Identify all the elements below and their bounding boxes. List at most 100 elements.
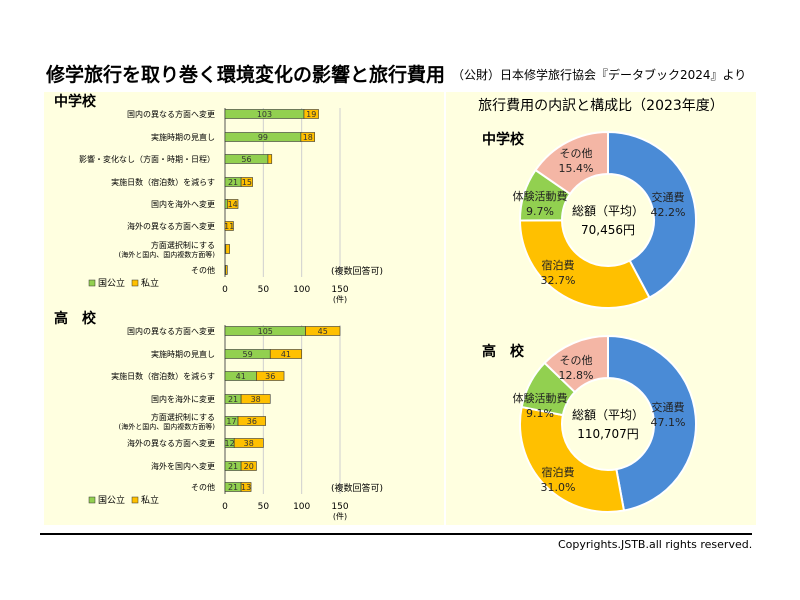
category-label: 実施日数（宿泊数）を減らす [111, 371, 215, 381]
slice-category-label: その他 [560, 354, 593, 367]
x-axis-unit: (件) [333, 294, 347, 304]
category-label: 国内を海外に変更 [151, 394, 215, 404]
slice-percent-label: 12.8% [559, 369, 594, 382]
slice-category-label: 宿泊費 [542, 465, 575, 479]
donut-chart-title: 中学校 [482, 131, 525, 148]
bar-chart-title: 中学校 [54, 93, 97, 110]
data-label-private: 18 [303, 133, 313, 142]
note-multiple-answers: (複数回答可) [331, 482, 383, 494]
slice-category-label: その他 [560, 147, 593, 160]
note-multiple-answers: (複数回答可) [331, 265, 383, 277]
slice-percent-label: 42.2% [651, 206, 686, 219]
bar-private [224, 221, 234, 231]
category-label: 影響・変化なし（方面・時期・日程） [79, 154, 215, 164]
data-label-private: 19 [306, 110, 316, 119]
legend-label-national-public: 国公立 [98, 277, 125, 289]
legend-label-private: 私立 [141, 494, 159, 506]
legend-label-national-public: 国公立 [98, 494, 125, 506]
x-tick-label: 50 [258, 502, 270, 512]
slice-category-label: 体験活動費 [513, 391, 568, 405]
category-label: 実施時期の見直し [151, 132, 215, 142]
data-label-national-public: 56 [241, 155, 251, 164]
data-label-private: 11 [224, 222, 234, 231]
category-label: その他 [191, 265, 215, 275]
data-label-private: 41 [281, 350, 291, 359]
legend-swatch-national-public [88, 496, 96, 504]
bar-private [240, 177, 253, 187]
data-label-national-public: 21 [228, 483, 238, 492]
data-label-private: 15 [242, 178, 252, 187]
donut-slice [518, 219, 651, 309]
category-label: 国内の異なる方面へ変更 [127, 109, 215, 119]
legend-swatch-private [131, 279, 139, 287]
footer-rule [40, 533, 752, 535]
x-tick-label: 0 [222, 285, 228, 295]
data-label-private: 38 [244, 439, 254, 448]
slice-percent-label: 47.1% [651, 416, 686, 429]
pie-charts-panel: 旅行費用の内訳と構成比（2023年度） 中学校 交通費 42.2% 宿泊費 32.7% 体験… [446, 92, 756, 525]
category-label: 海外の異なる方面へ変更 [127, 221, 215, 231]
category-label: 国内を海外へ変更 [151, 199, 215, 209]
bar-private [240, 482, 252, 492]
category-label: 実施日数（宿泊数）を減らす [111, 177, 215, 187]
source-note: （公財）日本修学旅行協会『データブック2024』より [452, 68, 747, 82]
donut-center-label: 総額（平均） [572, 408, 644, 422]
bar-chart-0: 中学校 0 50 100 150(件) (複数回答可) 国内の異なる方面へ変更 103 19 実施… [54, 93, 383, 304]
bar-private [225, 265, 228, 275]
x-tick-label: 150 [331, 285, 348, 295]
data-label-private: 13 [241, 483, 251, 492]
category-label: 方面選択制にする(海外と国内、国内複数方面等) [119, 412, 216, 431]
bar-private [233, 438, 264, 448]
legend-swatch-private [131, 496, 139, 504]
donut-center-value: 70,456円 [581, 223, 635, 237]
bar-private [240, 461, 257, 471]
category-label: 海外を国内へ変更 [151, 461, 215, 471]
category-label: その他 [191, 482, 215, 492]
data-label-private: 14 [228, 200, 238, 209]
donut-center-value: 110,707円 [577, 427, 639, 441]
donut-slice [519, 405, 626, 513]
donut-slice [607, 130, 697, 299]
donut-slice [607, 334, 697, 512]
bar-private [227, 199, 239, 209]
data-label-national-public: 21 [228, 395, 238, 404]
data-label-private: 45 [318, 327, 328, 336]
slice-percent-label: 31.0% [541, 481, 576, 494]
data-label-private: 36 [247, 417, 257, 426]
bar-private [303, 109, 319, 119]
data-label-national-public: 59 [243, 350, 253, 359]
slice-category-label: 交通費 [652, 190, 685, 204]
x-axis-unit: (件) [333, 511, 347, 521]
bar-chart-1: 高 校 0 50 100 150(件) (複数回答可) 国内の異なる方面へ変更 105 45 実施… [54, 310, 383, 521]
x-tick-label: 50 [258, 285, 270, 295]
data-label-private: 38 [251, 395, 261, 404]
x-tick-label: 150 [331, 502, 348, 512]
x-tick-label: 100 [293, 502, 310, 512]
donut-slice [543, 334, 609, 394]
bar-private [269, 349, 302, 359]
data-label-private: 20 [244, 462, 254, 471]
bar-private [225, 244, 230, 254]
data-label-national-public: 12 [225, 439, 235, 448]
x-tick-label: 0 [222, 502, 228, 512]
donut-slice [534, 130, 609, 196]
slice-percent-label: 15.4% [559, 162, 594, 175]
category-label: 国内の異なる方面へ変更 [127, 326, 215, 336]
bar-private [305, 326, 341, 336]
slice-category-label: 体験活動費 [513, 189, 568, 203]
data-label-private: 36 [265, 372, 275, 381]
data-label-national-public: 103 [257, 110, 272, 119]
copyright: Copyrights.JSTB.all rights reserved. [558, 538, 753, 551]
slice-category-label: 宿泊費 [542, 258, 575, 272]
slice-percent-label: 9.1% [526, 407, 554, 420]
data-label-national-public: 41 [236, 372, 246, 381]
bar-charts-panel: 中学校 0 50 100 150 (件) (複数回答可) 国内の異なる方面へ変更 103 19 実施… [44, 92, 444, 525]
x-tick-label: 100 [293, 285, 310, 295]
bar-private [267, 154, 273, 164]
data-label-national-public: 17 [226, 417, 236, 426]
category-label: 実施時期の見直し [151, 349, 215, 359]
slice-category-label: 交通費 [652, 400, 685, 414]
